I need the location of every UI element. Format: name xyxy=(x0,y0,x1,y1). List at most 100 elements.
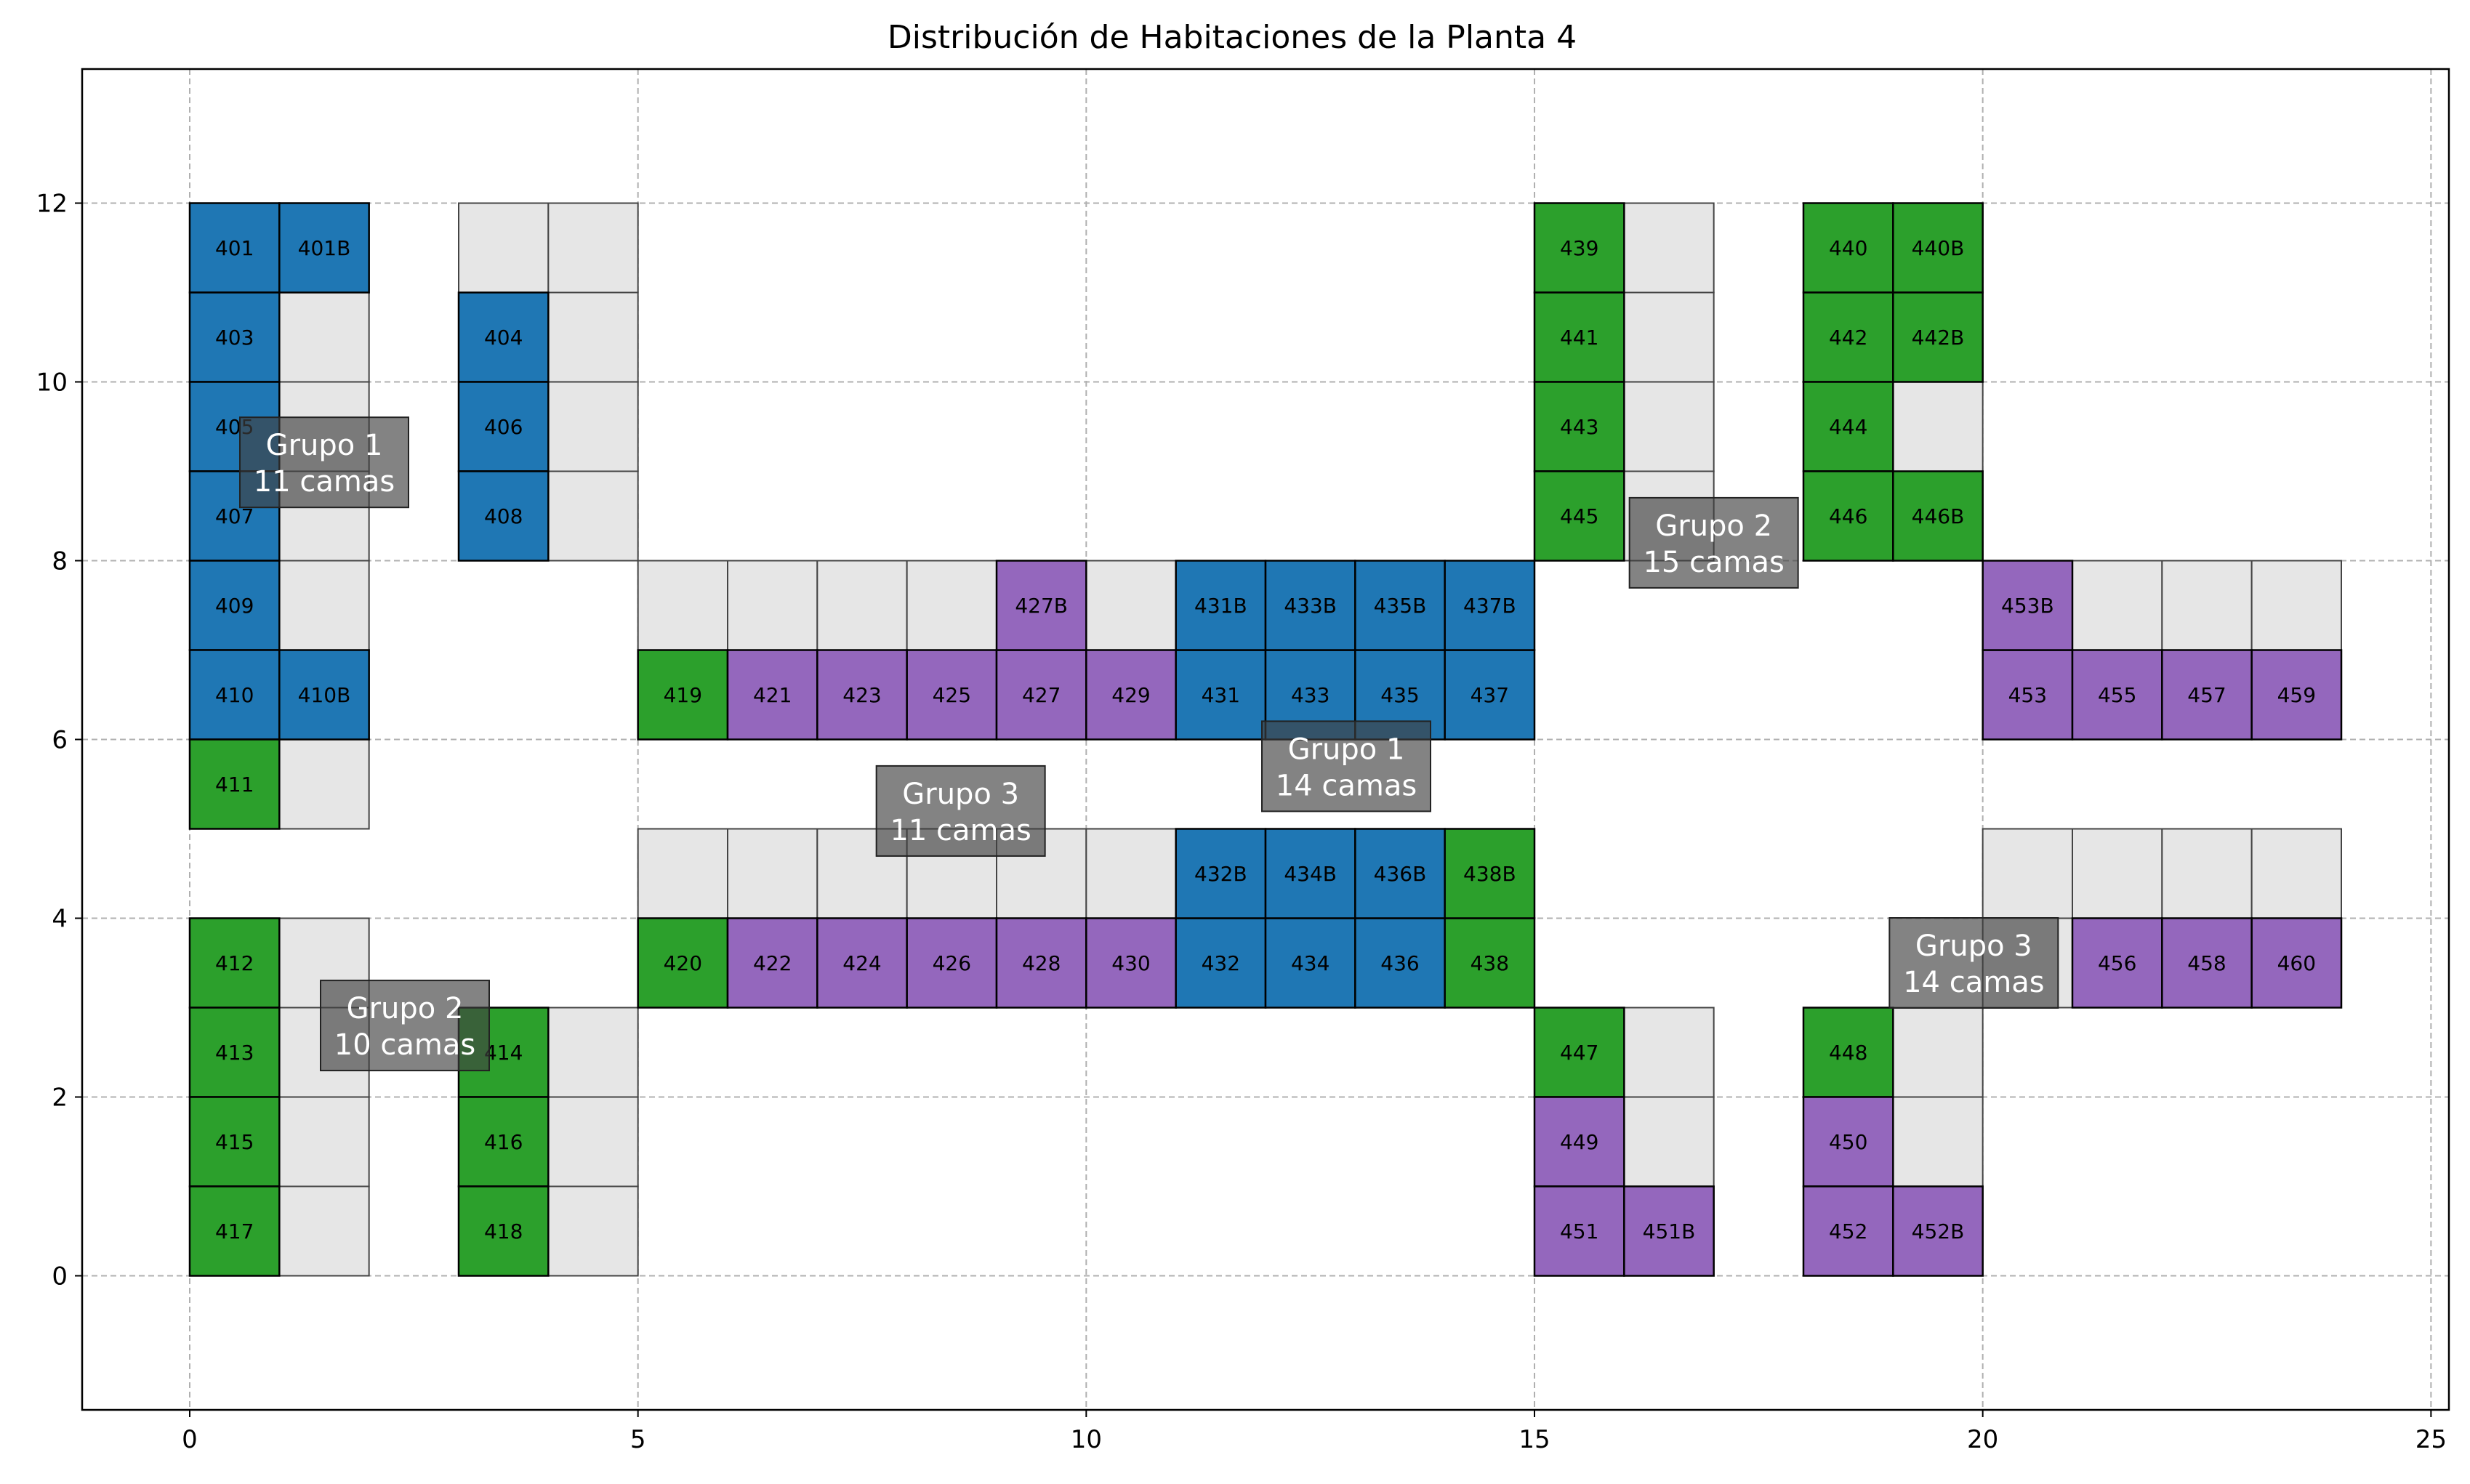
empty-room-cell xyxy=(278,1096,370,1187)
empty-room-cell xyxy=(1982,828,2074,919)
room-label: 437B xyxy=(1463,594,1516,618)
y-tick-label: 0 xyxy=(52,1262,68,1291)
empty-room-cell xyxy=(1623,1096,1715,1187)
empty-room-cell xyxy=(547,291,639,383)
group-annotation-title: Grupo 3 xyxy=(902,778,1019,811)
group-annotation-box xyxy=(1261,720,1431,812)
room-cell xyxy=(816,649,908,741)
room-cell xyxy=(1623,1185,1715,1277)
room-label: 457 xyxy=(2187,683,2226,707)
room-label: 436 xyxy=(1380,951,1419,975)
empty-room-cell xyxy=(547,1185,639,1277)
room-cell xyxy=(1444,649,1536,741)
room-label: 432B xyxy=(1194,862,1247,886)
room-label: 413 xyxy=(215,1041,254,1065)
room-label: 451 xyxy=(1560,1219,1598,1243)
room-cell xyxy=(1444,917,1536,1009)
room-cell xyxy=(1533,1007,1625,1098)
room-cell xyxy=(1354,917,1446,1009)
empty-room-cell xyxy=(2250,828,2343,919)
room-cell xyxy=(278,202,370,294)
room-cell xyxy=(1533,1185,1625,1277)
group-annotation-beds: 10 camas xyxy=(334,1028,475,1062)
room-label: 414 xyxy=(484,1041,523,1065)
room-label: 432 xyxy=(1202,951,1240,975)
room-label: 428 xyxy=(1022,951,1061,975)
group-annotation-beds: 14 camas xyxy=(1276,769,1417,802)
group-annotation-beds: 11 camas xyxy=(254,465,395,499)
room-label: 434 xyxy=(1291,951,1329,975)
room-label: 450 xyxy=(1829,1130,1867,1154)
group-annotation-beds: 11 camas xyxy=(890,814,1031,847)
empty-room-cell xyxy=(727,560,818,651)
room-label: 445 xyxy=(1560,504,1598,528)
room-label: 441 xyxy=(1560,326,1598,350)
room-cell xyxy=(188,291,281,383)
room-label: 436B xyxy=(1374,862,1427,886)
room-label: 434B xyxy=(1284,862,1337,886)
group-annotation-box xyxy=(875,765,1046,857)
empty-room-cell xyxy=(727,828,818,919)
empty-room-cell xyxy=(1623,381,1715,472)
room-cell xyxy=(906,917,998,1009)
room-cell xyxy=(1264,560,1356,651)
room-cell xyxy=(2250,649,2343,741)
room-cell xyxy=(1533,1096,1625,1187)
room-cell xyxy=(1533,291,1625,383)
empty-room-cell xyxy=(2161,560,2253,651)
group-annotation-title: Grupo 3 xyxy=(1915,929,2032,963)
room-cell xyxy=(995,649,1087,741)
room-label: 442 xyxy=(1829,326,1867,350)
room-label: 446 xyxy=(1829,504,1867,528)
room-cell xyxy=(726,649,818,741)
group-annotation-title: Grupo 1 xyxy=(266,429,383,462)
room-cell xyxy=(1085,649,1177,741)
group-annotation: Grupo 311 camas xyxy=(875,765,1046,857)
empty-room-cell xyxy=(1623,1007,1715,1098)
room-cell xyxy=(457,291,550,383)
room-cell xyxy=(1354,560,1446,651)
room-cell xyxy=(457,470,550,562)
room-label: 410 xyxy=(215,683,254,707)
room-label: 407 xyxy=(215,504,254,528)
room-cell xyxy=(1533,470,1625,562)
room-label: 444 xyxy=(1829,415,1867,439)
y-tick-label: 2 xyxy=(52,1084,68,1113)
empty-room-cell xyxy=(547,1007,639,1098)
room-cell xyxy=(1175,560,1267,651)
y-tick-label: 8 xyxy=(52,547,68,576)
room-cell xyxy=(1982,560,2074,651)
room-cell xyxy=(278,649,370,741)
room-cell xyxy=(637,649,729,741)
empty-room-cell xyxy=(2250,560,2343,651)
room-label: 438B xyxy=(1463,862,1516,886)
group-annotation-title: Grupo 2 xyxy=(1655,509,1772,543)
room-label: 430 xyxy=(1111,951,1150,975)
room-cell xyxy=(995,917,1087,1009)
room-label: 410B xyxy=(298,683,351,707)
room-label: 435B xyxy=(1374,594,1427,618)
empty-room-cell xyxy=(637,560,729,651)
room-label: 403 xyxy=(215,326,254,350)
empty-room-cell xyxy=(816,560,908,651)
axis-ticks: 0 5 10 15 20 25 0 2 4 6 8 10 12 xyxy=(36,190,2447,1455)
empty-room-cell xyxy=(1892,1096,1984,1187)
room-cell xyxy=(1802,381,1894,472)
room-label: 427 xyxy=(1022,683,1061,707)
group-annotation: Grupo 210 camas xyxy=(320,980,490,1072)
room-cell xyxy=(188,1007,281,1098)
room-label: 440B xyxy=(1912,236,1965,260)
room-label: 408 xyxy=(484,504,523,528)
room-cell xyxy=(1802,202,1894,294)
empty-room-cell xyxy=(547,381,639,472)
room-label: 435 xyxy=(1380,683,1419,707)
room-label: 446B xyxy=(1912,504,1965,528)
room-label: 404 xyxy=(484,326,523,350)
room-cell xyxy=(188,470,281,562)
empty-room-cell xyxy=(278,291,370,383)
empty-room-cell xyxy=(637,828,729,919)
room-label: 459 xyxy=(2277,683,2316,707)
room-label: 433 xyxy=(1291,683,1329,707)
